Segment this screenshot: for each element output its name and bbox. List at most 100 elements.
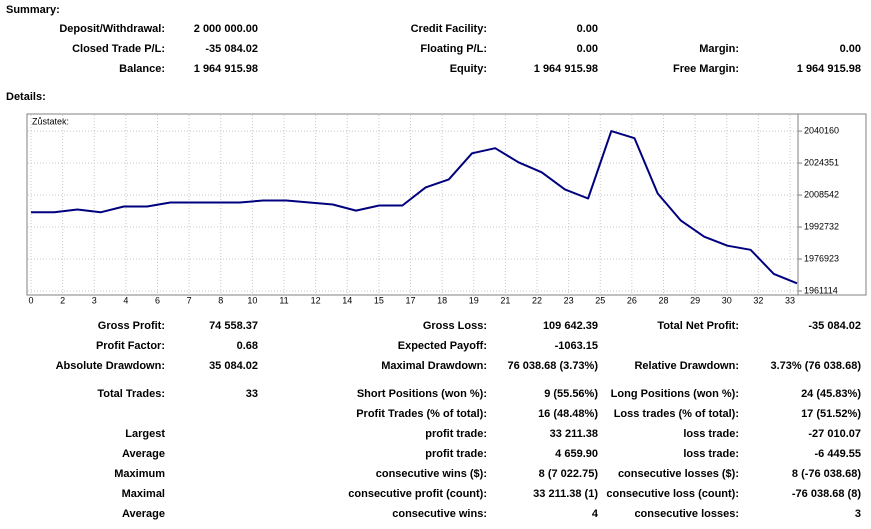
field-label: Profit Trades (% of total): bbox=[356, 408, 487, 420]
x-tick-label: 8 bbox=[218, 295, 223, 305]
field-label: Short Positions (won %): bbox=[357, 388, 487, 400]
field-value: 0.00 bbox=[577, 43, 598, 55]
y-tick-label: 2008542 bbox=[804, 189, 839, 199]
field-label: Total Net Profit: bbox=[657, 320, 739, 332]
balance-line bbox=[31, 130, 798, 285]
y-tick-label: 1976923 bbox=[804, 253, 839, 263]
field-value: 33 bbox=[246, 388, 258, 400]
x-tick-label: 33 bbox=[785, 295, 795, 305]
x-tick-label: 17 bbox=[405, 295, 415, 305]
field-label: Average bbox=[122, 508, 165, 520]
field-value: 1 964 915.98 bbox=[797, 63, 861, 75]
field-value: 4 bbox=[592, 508, 599, 520]
field-value: 33 211.38 bbox=[550, 428, 598, 440]
summary-title: Summary: bbox=[6, 4, 60, 16]
field-value: 0.00 bbox=[577, 23, 598, 35]
x-tick-label: 22 bbox=[532, 295, 542, 305]
x-tick-label: 14 bbox=[342, 295, 352, 305]
x-tick-label: 18 bbox=[437, 295, 447, 305]
field-label: Maximal bbox=[122, 488, 165, 500]
field-label: Largest bbox=[125, 428, 165, 440]
x-tick-label: 4 bbox=[123, 295, 128, 305]
field-label: Absolute Drawdown: bbox=[56, 360, 165, 372]
field-label: Long Positions (won %): bbox=[611, 388, 739, 400]
x-tick-label: 28 bbox=[658, 295, 668, 305]
field-value: 8 (7 022.75) bbox=[539, 468, 599, 480]
field-label: loss trade: bbox=[683, 448, 739, 460]
y-tick-label: 2040160 bbox=[804, 125, 839, 135]
field-value: 3 bbox=[855, 508, 861, 520]
x-tick-label: 6 bbox=[155, 295, 160, 305]
field-value: -6 449.55 bbox=[815, 448, 861, 460]
field-label: Loss trades (% of total): bbox=[614, 408, 739, 420]
field-value: 4 659.90 bbox=[555, 448, 598, 460]
field-value: 24 (45.83%) bbox=[801, 388, 861, 400]
field-label: Deposit/Withdrawal: bbox=[59, 23, 165, 35]
field-value: -35 084.02 bbox=[808, 320, 861, 332]
x-tick-label: 7 bbox=[187, 295, 192, 305]
x-tick-label: 29 bbox=[690, 295, 700, 305]
field-label: Floating P/L: bbox=[420, 43, 487, 55]
field-value: 8 (-76 038.68) bbox=[792, 468, 861, 480]
field-value: 1 964 915.98 bbox=[534, 63, 598, 75]
x-tick-label: 32 bbox=[753, 295, 763, 305]
field-label: profit trade: bbox=[425, 448, 487, 460]
series-label: Zůstatek: bbox=[32, 116, 69, 126]
field-value: 2 000 000.00 bbox=[194, 23, 258, 35]
field-label: Relative Drawdown: bbox=[634, 360, 739, 372]
field-label: consecutive losses: bbox=[634, 508, 739, 520]
field-label: consecutive profit (count): bbox=[348, 488, 487, 500]
field-value: 9 (55.56%) bbox=[544, 388, 598, 400]
x-tick-label: 19 bbox=[469, 295, 479, 305]
x-tick-label: 3 bbox=[92, 295, 97, 305]
field-label: Margin: bbox=[699, 43, 739, 55]
field-label: Gross Profit: bbox=[98, 320, 165, 332]
field-label: consecutive loss (count): bbox=[606, 488, 739, 500]
x-tick-label: 10 bbox=[247, 295, 257, 305]
field-value: 76 038.68 (3.73%) bbox=[507, 360, 598, 372]
x-tick-label: 30 bbox=[722, 295, 732, 305]
y-tick-label: 1961114 bbox=[804, 285, 838, 295]
field-value: -35 084.02 bbox=[205, 43, 258, 55]
x-tick-label: 23 bbox=[564, 295, 574, 305]
field-label: Gross Loss: bbox=[423, 320, 487, 332]
y-tick-label: 2024351 bbox=[804, 157, 839, 167]
field-value: -1063.15 bbox=[555, 340, 598, 352]
field-label: Maximal Drawdown: bbox=[381, 360, 487, 372]
x-tick-label: 25 bbox=[595, 295, 605, 305]
field-value: 33 211.38 (1) bbox=[533, 488, 598, 500]
field-value: 16 (48.48%) bbox=[538, 408, 598, 420]
y-tick-label: 1992732 bbox=[804, 221, 839, 231]
field-label: consecutive losses ($): bbox=[618, 468, 739, 480]
x-tick-label: 15 bbox=[374, 295, 384, 305]
field-value: 17 (51.52%) bbox=[801, 408, 861, 420]
details-title: Details: bbox=[6, 91, 46, 103]
field-label: Maximum bbox=[114, 468, 165, 480]
field-value: -76 038.68 (8) bbox=[792, 488, 861, 500]
x-tick-label: 11 bbox=[279, 295, 288, 305]
field-label: Credit Facility: bbox=[411, 23, 487, 35]
field-label: loss trade: bbox=[683, 428, 739, 440]
x-tick-label: 21 bbox=[500, 295, 510, 305]
field-value: 109 642.39 bbox=[543, 320, 598, 332]
field-label: Average bbox=[122, 448, 165, 460]
x-tick-label: 12 bbox=[311, 295, 321, 305]
x-tick-label: 2 bbox=[60, 295, 65, 305]
field-value: 0.00 bbox=[840, 43, 861, 55]
field-label: Profit Factor: bbox=[96, 340, 165, 352]
field-label: Expected Payoff: bbox=[398, 340, 487, 352]
field-label: consecutive wins ($): bbox=[376, 468, 487, 480]
field-value: 35 084.02 bbox=[209, 360, 258, 372]
field-value: 3.73% (76 038.68) bbox=[770, 360, 861, 372]
chart-frame bbox=[26, 113, 867, 296]
field-label: Free Margin: bbox=[673, 63, 739, 75]
x-tick-label: 26 bbox=[627, 295, 637, 305]
x-tick-label: 0 bbox=[28, 295, 33, 305]
field-label: profit trade: bbox=[425, 428, 487, 440]
field-label: Equity: bbox=[450, 63, 487, 75]
field-value: 1 964 915.98 bbox=[194, 63, 258, 75]
field-value: 0.68 bbox=[237, 340, 258, 352]
field-label: Balance: bbox=[119, 63, 165, 75]
field-label: Closed Trade P/L: bbox=[72, 43, 165, 55]
